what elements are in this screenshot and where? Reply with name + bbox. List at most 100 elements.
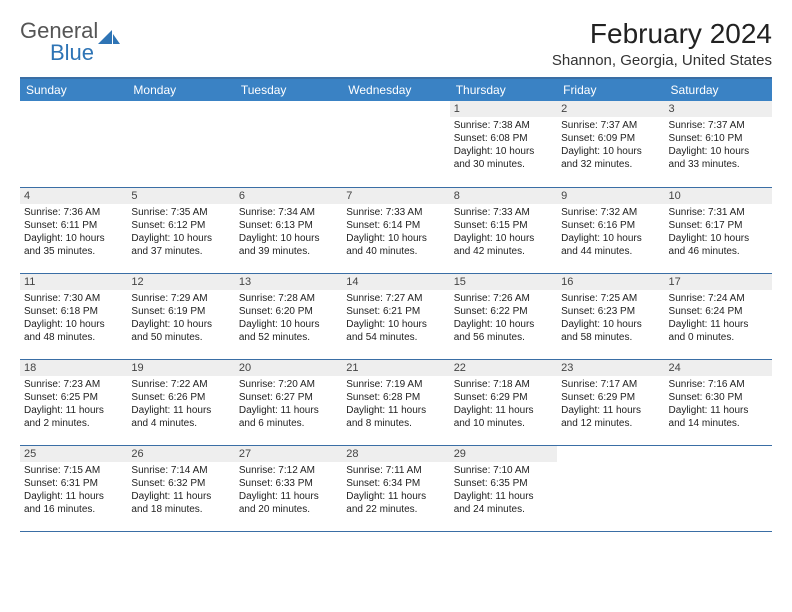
day-detail-line: Sunset: 6:18 PM (24, 305, 123, 318)
day-detail-line: Sunset: 6:22 PM (454, 305, 553, 318)
day-detail-line: Daylight: 10 hours (24, 318, 123, 331)
day-detail-line: Sunrise: 7:25 AM (561, 292, 660, 305)
day-detail-line: Daylight: 10 hours (669, 145, 768, 158)
calendar-day: 13Sunrise: 7:28 AMSunset: 6:20 PMDayligh… (235, 273, 342, 359)
day-detail-line: and 37 minutes. (131, 245, 230, 258)
day-detail-line: Sunrise: 7:22 AM (131, 378, 230, 391)
day-number: 4 (20, 188, 127, 204)
calendar-day: 26Sunrise: 7:14 AMSunset: 6:32 PMDayligh… (127, 445, 234, 531)
calendar-day: 19Sunrise: 7:22 AMSunset: 6:26 PMDayligh… (127, 359, 234, 445)
day-detail-line: Sunset: 6:29 PM (454, 391, 553, 404)
day-detail-line: Sunrise: 7:23 AM (24, 378, 123, 391)
calendar-week: 18Sunrise: 7:23 AMSunset: 6:25 PMDayligh… (20, 359, 772, 445)
day-detail-line: Daylight: 10 hours (561, 232, 660, 245)
day-number: 14 (342, 274, 449, 290)
calendar-day: 18Sunrise: 7:23 AMSunset: 6:25 PMDayligh… (20, 359, 127, 445)
calendar-day: 7Sunrise: 7:33 AMSunset: 6:14 PMDaylight… (342, 187, 449, 273)
day-detail-line: Daylight: 10 hours (24, 232, 123, 245)
day-detail-line: Daylight: 10 hours (454, 318, 553, 331)
day-detail-line: Sunset: 6:28 PM (346, 391, 445, 404)
day-detail-line: and 14 minutes. (669, 417, 768, 430)
day-detail-line: Sunrise: 7:19 AM (346, 378, 445, 391)
day-detail-line: Sunrise: 7:27 AM (346, 292, 445, 305)
day-details: Sunrise: 7:33 AMSunset: 6:14 PMDaylight:… (342, 204, 449, 260)
day-number: 2 (557, 101, 664, 117)
day-detail-line: and 46 minutes. (669, 245, 768, 258)
day-number: 25 (20, 446, 127, 462)
day-number: 24 (665, 360, 772, 376)
day-detail-line: Sunrise: 7:33 AM (346, 206, 445, 219)
calendar-week: 4Sunrise: 7:36 AMSunset: 6:11 PMDaylight… (20, 187, 772, 273)
day-detail-line: and 30 minutes. (454, 158, 553, 171)
day-detail-line: Sunrise: 7:16 AM (669, 378, 768, 391)
calendar-empty (557, 445, 664, 531)
day-number: 22 (450, 360, 557, 376)
day-header: Tuesday (235, 79, 342, 101)
day-detail-line: and 18 minutes. (131, 503, 230, 516)
day-detail-line: and 32 minutes. (561, 158, 660, 171)
day-number: 26 (127, 446, 234, 462)
day-detail-line: Sunset: 6:11 PM (24, 219, 123, 232)
day-details: Sunrise: 7:31 AMSunset: 6:17 PMDaylight:… (665, 204, 772, 260)
day-details: Sunrise: 7:32 AMSunset: 6:16 PMDaylight:… (557, 204, 664, 260)
day-detail-line: Sunrise: 7:11 AM (346, 464, 445, 477)
day-detail-line: and 58 minutes. (561, 331, 660, 344)
day-detail-line: and 8 minutes. (346, 417, 445, 430)
day-detail-line: Sunrise: 7:33 AM (454, 206, 553, 219)
calendar-day: 4Sunrise: 7:36 AMSunset: 6:11 PMDaylight… (20, 187, 127, 273)
day-detail-line: Daylight: 10 hours (454, 232, 553, 245)
calendar-day: 20Sunrise: 7:20 AMSunset: 6:27 PMDayligh… (235, 359, 342, 445)
day-number: 20 (235, 360, 342, 376)
calendar-day: 6Sunrise: 7:34 AMSunset: 6:13 PMDaylight… (235, 187, 342, 273)
day-detail-line: Daylight: 11 hours (346, 490, 445, 503)
calendar-day: 1Sunrise: 7:38 AMSunset: 6:08 PMDaylight… (450, 101, 557, 187)
day-details: Sunrise: 7:24 AMSunset: 6:24 PMDaylight:… (665, 290, 772, 346)
day-detail-line: Daylight: 11 hours (24, 490, 123, 503)
day-detail-line: Daylight: 10 hours (346, 232, 445, 245)
day-details: Sunrise: 7:35 AMSunset: 6:12 PMDaylight:… (127, 204, 234, 260)
day-detail-line: Sunrise: 7:10 AM (454, 464, 553, 477)
day-detail-line: and 44 minutes. (561, 245, 660, 258)
day-detail-line: Sunrise: 7:24 AM (669, 292, 768, 305)
day-header: Wednesday (342, 79, 449, 101)
day-detail-line: Sunrise: 7:28 AM (239, 292, 338, 305)
day-detail-line: Sunset: 6:31 PM (24, 477, 123, 490)
calendar-day: 21Sunrise: 7:19 AMSunset: 6:28 PMDayligh… (342, 359, 449, 445)
day-number: 28 (342, 446, 449, 462)
brand-logo: GeneralBlue (20, 18, 120, 66)
day-detail-line: Daylight: 11 hours (131, 404, 230, 417)
calendar-empty (20, 101, 127, 187)
day-header: Monday (127, 79, 234, 101)
day-detail-line: Sunset: 6:24 PM (669, 305, 768, 318)
day-detail-line: Daylight: 10 hours (561, 318, 660, 331)
day-number: 17 (665, 274, 772, 290)
day-number: 3 (665, 101, 772, 117)
calendar-header-row: SundayMondayTuesdayWednesdayThursdayFrid… (20, 79, 772, 101)
day-details: Sunrise: 7:36 AMSunset: 6:11 PMDaylight:… (20, 204, 127, 260)
day-detail-line: Sunrise: 7:35 AM (131, 206, 230, 219)
day-detail-line: Sunrise: 7:37 AM (561, 119, 660, 132)
day-detail-line: Sunset: 6:14 PM (346, 219, 445, 232)
day-detail-line: Sunset: 6:10 PM (669, 132, 768, 145)
day-details: Sunrise: 7:37 AMSunset: 6:09 PMDaylight:… (557, 117, 664, 173)
day-detail-line: Sunrise: 7:32 AM (561, 206, 660, 219)
day-detail-line: Daylight: 11 hours (239, 490, 338, 503)
calendar-week: 25Sunrise: 7:15 AMSunset: 6:31 PMDayligh… (20, 445, 772, 531)
day-detail-line: Daylight: 10 hours (669, 232, 768, 245)
day-detail-line: Sunset: 6:27 PM (239, 391, 338, 404)
day-detail-line: Sunset: 6:21 PM (346, 305, 445, 318)
day-details: Sunrise: 7:11 AMSunset: 6:34 PMDaylight:… (342, 462, 449, 518)
day-detail-line: and 10 minutes. (454, 417, 553, 430)
day-number: 10 (665, 188, 772, 204)
day-detail-line: Sunrise: 7:34 AM (239, 206, 338, 219)
day-detail-line: Daylight: 10 hours (131, 232, 230, 245)
day-detail-line: Sunset: 6:09 PM (561, 132, 660, 145)
day-detail-line: Sunset: 6:30 PM (669, 391, 768, 404)
day-detail-line: Sunset: 6:12 PM (131, 219, 230, 232)
day-detail-line: Daylight: 10 hours (454, 145, 553, 158)
title-block: February 2024 Shannon, Georgia, United S… (552, 18, 772, 69)
day-number: 6 (235, 188, 342, 204)
day-detail-line: Sunset: 6:26 PM (131, 391, 230, 404)
calendar-day: 8Sunrise: 7:33 AMSunset: 6:15 PMDaylight… (450, 187, 557, 273)
day-detail-line: Sunset: 6:34 PM (346, 477, 445, 490)
